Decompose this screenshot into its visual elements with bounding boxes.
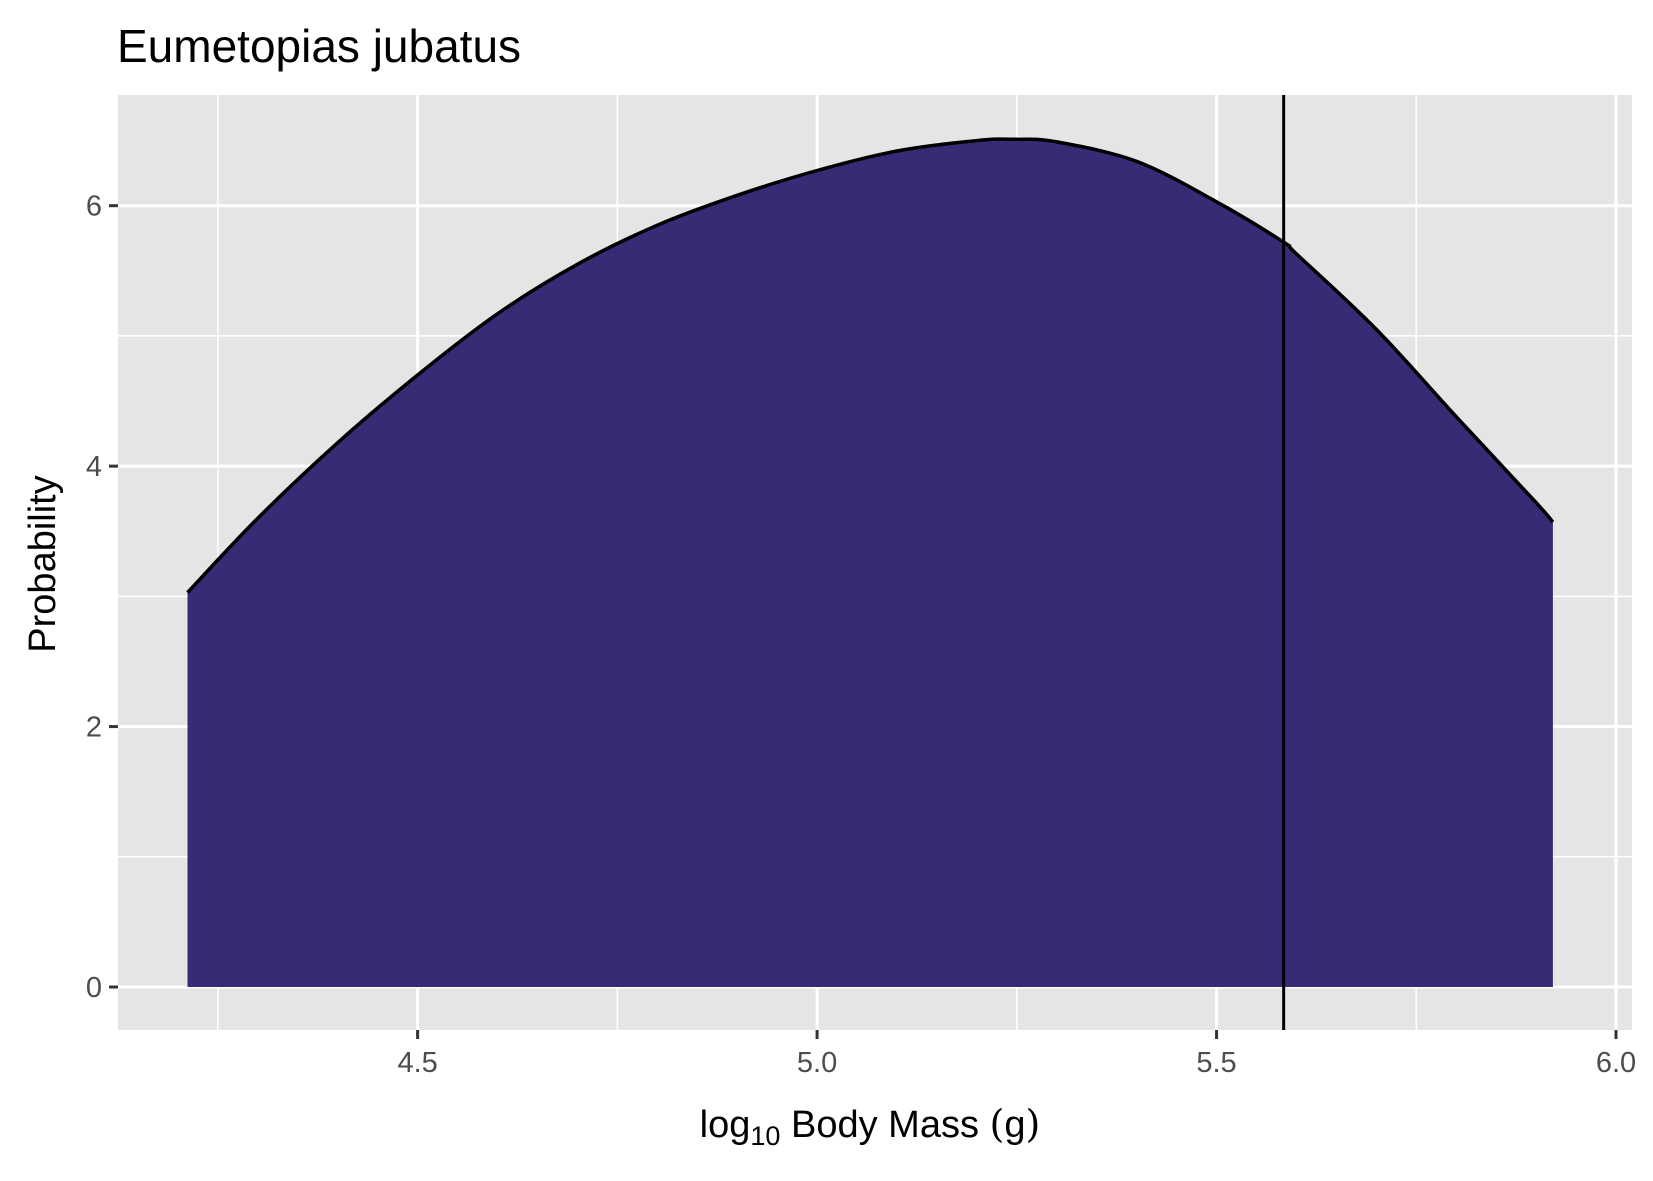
y-tick-label: 2 xyxy=(86,712,102,744)
y-axis: 0 2 4 6 xyxy=(86,191,118,1004)
x-axis-title: log10 Body Mass (g) xyxy=(700,1102,1041,1151)
x-tick-label: 5.5 xyxy=(1196,1047,1236,1079)
x-axis-title-unit: g xyxy=(1004,1104,1025,1146)
x-axis-title-paren-open: ( xyxy=(990,1102,1005,1146)
y-tick-label: 6 xyxy=(86,191,102,223)
x-axis: 4.5 5.0 5.5 6.0 xyxy=(397,1030,1636,1079)
y-tick-label: 4 xyxy=(86,451,102,483)
chart-title: Eumetopias jubatus xyxy=(117,20,521,72)
y-tick-label: 0 xyxy=(86,972,102,1004)
density-area xyxy=(187,139,1553,987)
x-tick-label: 5.0 xyxy=(797,1047,837,1079)
density-curve xyxy=(186,137,1555,594)
x-tick-label: 6.0 xyxy=(1596,1047,1636,1079)
x-axis-title-base: log xyxy=(700,1104,751,1146)
x-tick-label: 4.5 xyxy=(397,1047,437,1079)
y-axis-title: Probability xyxy=(22,475,64,652)
x-axis-title-text: Body Mass xyxy=(780,1104,989,1146)
x-axis-title-paren-close: ) xyxy=(1025,1102,1040,1146)
x-axis-title-subscript: 10 xyxy=(750,1121,780,1151)
